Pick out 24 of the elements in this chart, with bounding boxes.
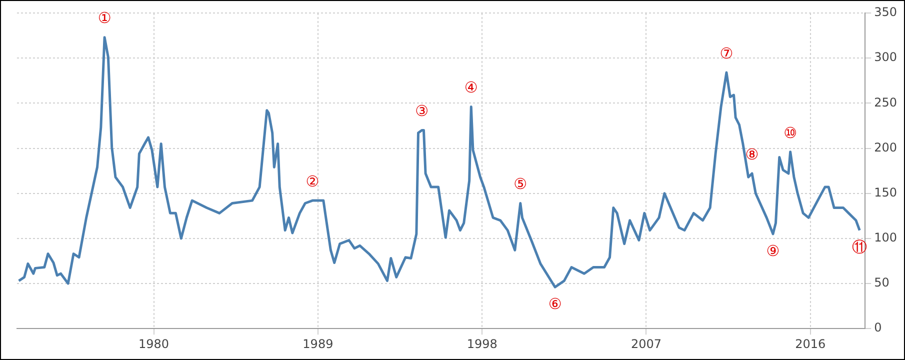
y-tick-label: 250 <box>874 95 897 110</box>
annotation: ③ <box>415 102 429 120</box>
y-tick-label: 100 <box>874 230 897 245</box>
annotation: ⑩ <box>784 124 798 142</box>
x-tick-label: 1980 <box>138 336 170 351</box>
y-tick-label: 200 <box>874 140 897 154</box>
annotation: ⑨ <box>766 242 780 260</box>
annotation: ② <box>306 172 320 190</box>
y-tick-label: 300 <box>874 50 897 64</box>
y-tick-label: 0 <box>874 320 882 335</box>
annotation: ④ <box>464 78 478 97</box>
annotation: ⑦ <box>720 44 734 62</box>
y-tick-label: 50 <box>874 276 890 290</box>
annotation: ⑤ <box>514 175 528 194</box>
x-tick-label: 2007 <box>630 336 662 351</box>
annotation: ⑪ <box>852 238 868 256</box>
annotation: ① <box>98 9 112 28</box>
y-tick-label: 150 <box>874 185 897 200</box>
y-tick-label: 350 <box>874 5 897 20</box>
annotation: ⑧ <box>745 145 759 164</box>
x-tick-label: 1989 <box>302 336 334 351</box>
x-tick-label: 2016 <box>795 336 826 351</box>
annotation: ⑥ <box>548 295 562 314</box>
x-tick-label: 1998 <box>466 336 498 351</box>
